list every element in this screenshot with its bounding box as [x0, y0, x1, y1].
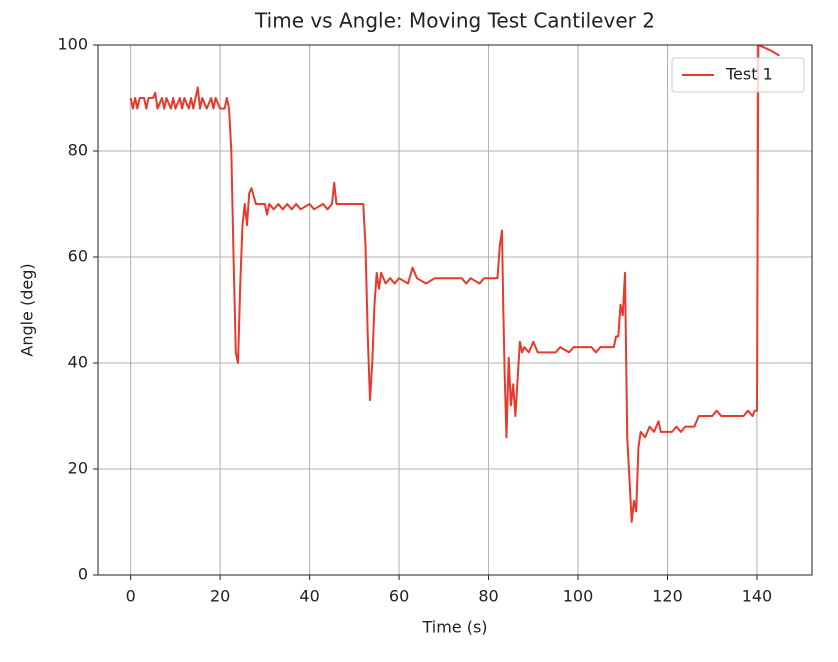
legend-box — [671, 57, 805, 93]
y-tick-label: 100 — [57, 35, 88, 54]
x-tick-label: 120 — [652, 587, 683, 606]
x-tick-label: 100 — [563, 587, 594, 606]
y-tick-label: 60 — [68, 247, 88, 266]
chart-title: Time vs Angle: Moving Test Cantilever 2 — [254, 9, 655, 33]
y-tick-label: 40 — [68, 353, 88, 372]
x-tick-label: 60 — [389, 587, 409, 606]
x-tick-label: 40 — [299, 587, 319, 606]
x-tick-label: 0 — [126, 587, 136, 606]
data-line — [129, 45, 780, 523]
y-tick-label: 80 — [68, 141, 88, 160]
legend-label: Test 1 — [725, 65, 773, 84]
y-axis-label: Angle (deg) — [18, 263, 37, 356]
plot-frame — [97, 44, 813, 576]
y-tick-label: 20 — [68, 459, 88, 478]
x-axis-label: Time (s) — [421, 618, 487, 637]
x-tick-label: 20 — [210, 587, 230, 606]
y-tick-label: 0 — [78, 565, 88, 584]
x-tick-label: 80 — [478, 587, 498, 606]
x-tick-label: 140 — [742, 587, 773, 606]
